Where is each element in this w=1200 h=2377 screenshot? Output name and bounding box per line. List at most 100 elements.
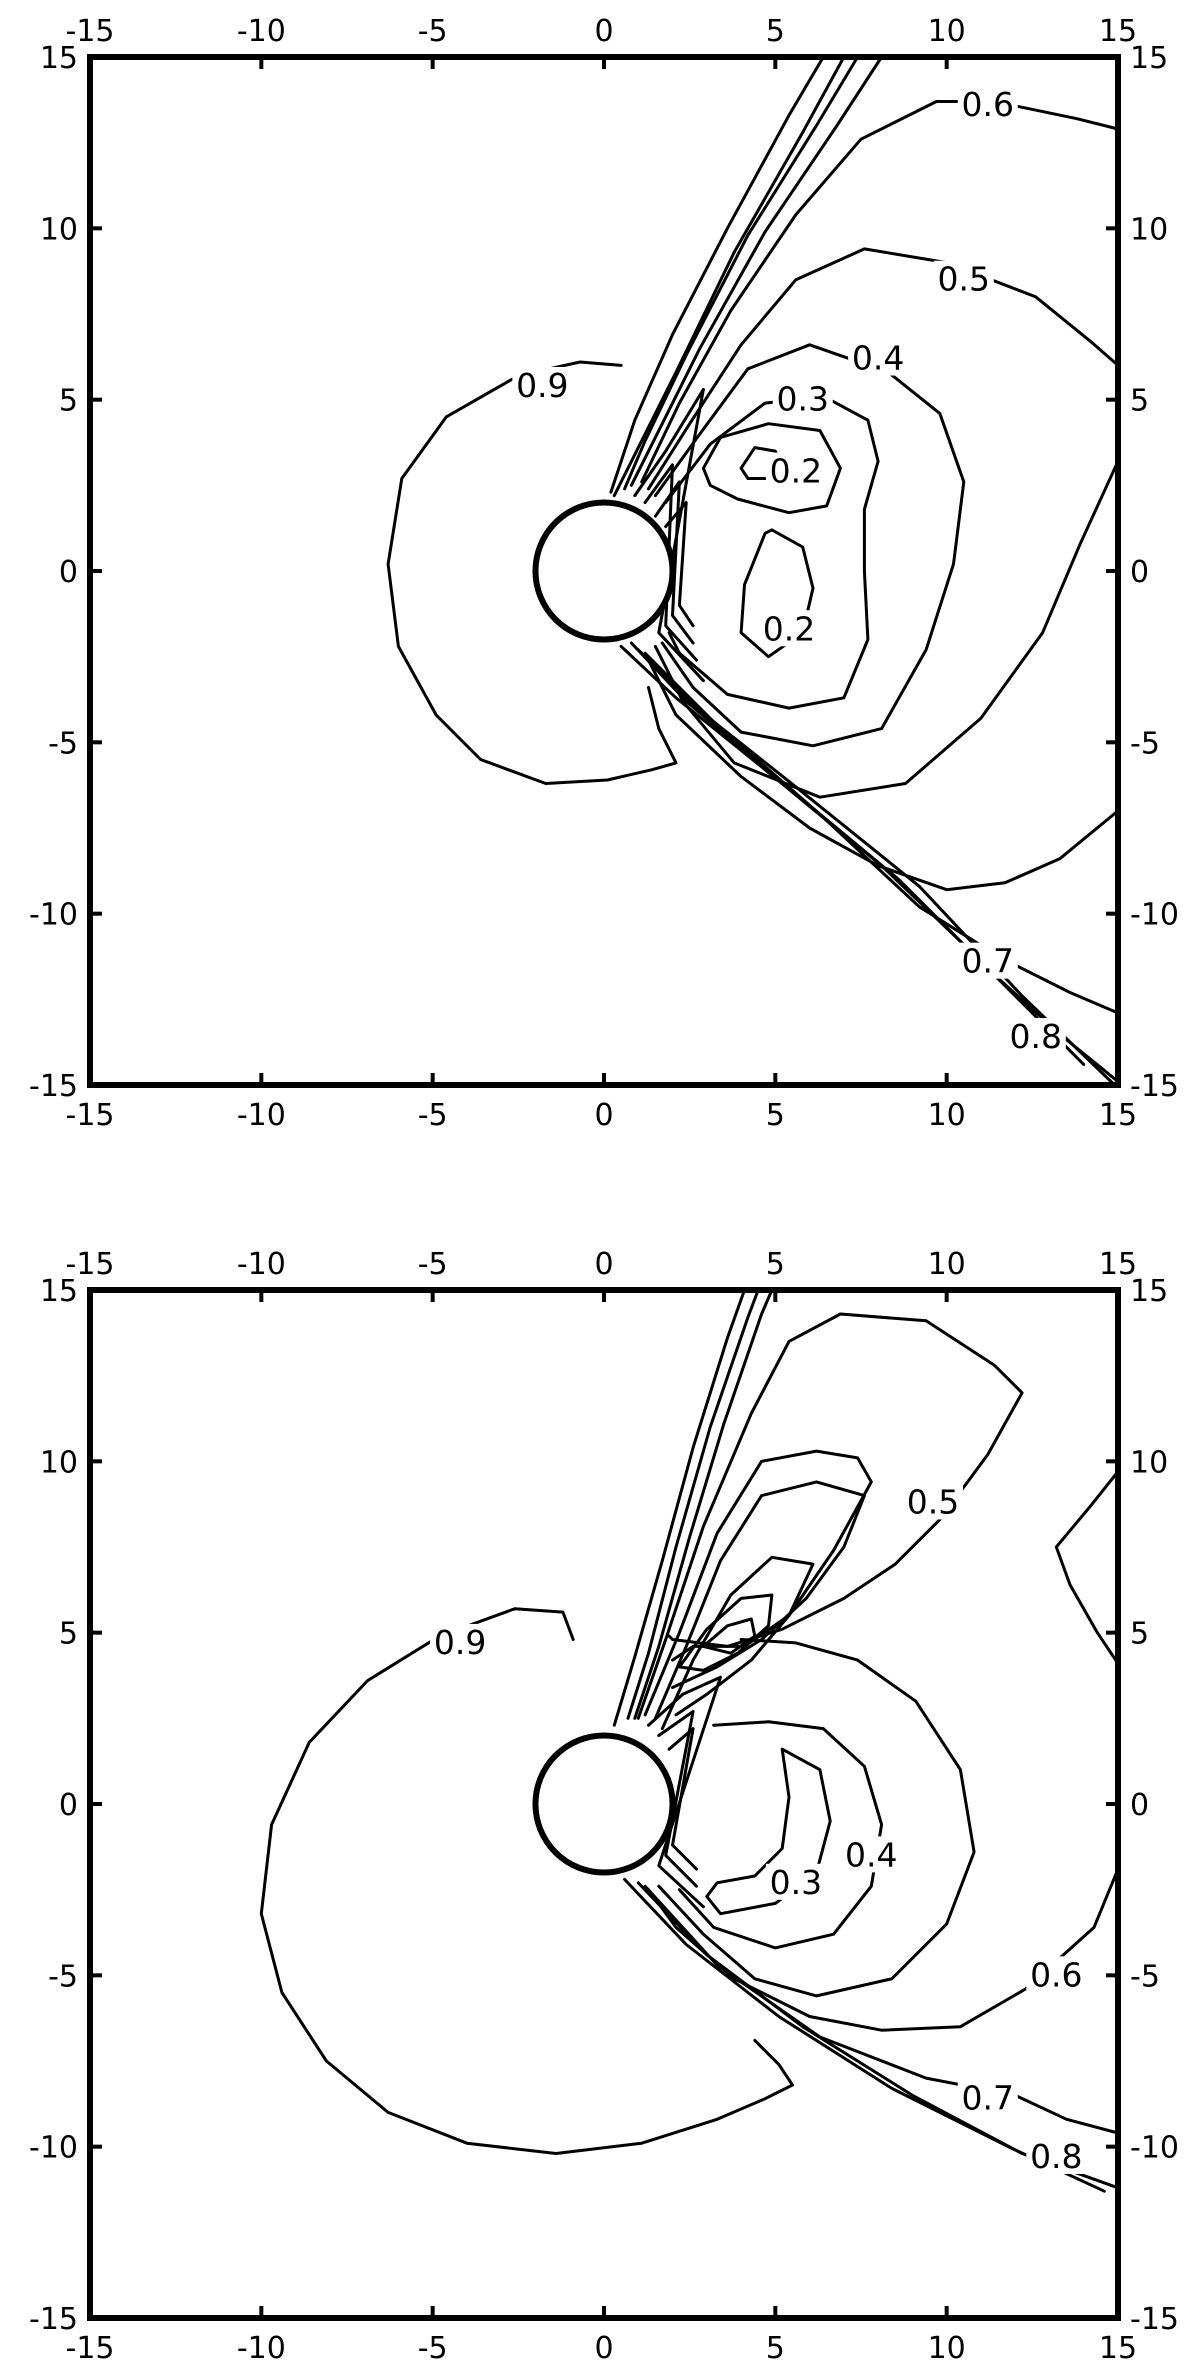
contour-panel-2: 0.90.80.70.60.50.40.3-15-15-10-10-5-5005… [29, 1247, 1179, 2366]
x-tick-label-bottom: 10 [928, 1098, 966, 1133]
x-tick-label-bottom: 0 [594, 2331, 613, 2366]
contour-label-bg [765, 1863, 826, 1900]
x-tick-label-top: -10 [237, 1247, 286, 1282]
contour-label-bg [512, 366, 573, 403]
y-tick-label-left: -15 [29, 2302, 78, 2337]
contour-label-0.6: 0.6 [1030, 1955, 1082, 1994]
x-tick-label-bottom: 15 [1099, 2331, 1137, 2366]
contour-label-bg [848, 339, 909, 376]
y-tick-label-left: 15 [40, 1274, 78, 1309]
y-tick-label-left: -10 [29, 2131, 78, 2166]
contour-label-bg [1026, 2137, 1087, 2174]
x-tick-label-top: 15 [1099, 1247, 1137, 1282]
y-tick-label-right: 0 [1130, 1788, 1149, 1823]
contour-line-0.55-12 [667, 1727, 698, 1871]
y-tick-label-left: 10 [40, 212, 78, 247]
contour-line-0.4-5 [653, 343, 966, 748]
contour-line-0.75-12 [633, 387, 705, 683]
contour-label-0.9: 0.9 [434, 1623, 486, 1662]
contour-label-0.6: 0.6 [962, 85, 1014, 124]
x-tick-label-top: 5 [766, 1247, 785, 1282]
x-tick-label-bottom: 10 [928, 2331, 966, 2366]
y-tick-label-right: 5 [1130, 384, 1149, 419]
x-tick-label-bottom: 5 [766, 1098, 785, 1133]
y-tick-label-right: 10 [1130, 212, 1168, 247]
contour-label-0.4: 0.4 [845, 1835, 897, 1874]
contour-line-0.2-7 [677, 1593, 774, 1672]
contour-label-0.5: 0.5 [938, 260, 990, 299]
x-tick-label-top: 10 [928, 14, 966, 49]
contour-label-0.3: 0.3 [777, 380, 829, 419]
x-tick-label-top: 15 [1099, 14, 1137, 49]
x-tick-label-bottom: -5 [418, 1098, 448, 1133]
contour-line-0.55-14 [653, 480, 695, 645]
y-tick-label-right: 5 [1130, 1617, 1149, 1652]
x-tick-label-top: 0 [594, 14, 613, 49]
y-tick-label-right: 0 [1130, 555, 1149, 590]
contour-label-0.2: 0.2 [770, 452, 822, 491]
contour-line-0.65-11 [657, 1710, 698, 1888]
y-tick-label-right: 10 [1130, 1445, 1168, 1480]
contour-line-0.3-6 [660, 1555, 832, 1916]
y-tick-label-right: -10 [1130, 2131, 1179, 2166]
y-tick-label-right: -5 [1130, 726, 1160, 761]
y-tick-label-left: -5 [48, 1959, 78, 1994]
contour-line-0.8-1 [623, 55, 1117, 1087]
x-tick-label-bottom: -10 [237, 2331, 286, 2366]
contour-panel-1: 0.90.80.70.60.50.40.30.20.2-15-15-10-10-… [29, 14, 1179, 1133]
contour-line-0.6-3 [640, 100, 1120, 892]
y-tick-label-left: -10 [29, 898, 78, 933]
y-tick-label-left: 0 [59, 555, 78, 590]
obstacle-circle [532, 1732, 676, 1876]
x-tick-label-top: 10 [928, 1247, 966, 1282]
contour-label-bg [957, 85, 1018, 122]
x-tick-label-bottom: -15 [66, 1098, 115, 1133]
y-tick-label-left: 15 [40, 41, 78, 76]
contour-line-0.85-11 [612, 55, 1120, 1084]
contour-label-0.3: 0.3 [770, 1863, 822, 1902]
y-tick-label-right: -15 [1130, 1069, 1179, 1104]
contour-line-0.3-6 [664, 394, 880, 710]
y-tick-label-left: 0 [59, 1788, 78, 1823]
contour-line-0.5-4 [643, 1449, 976, 1998]
x-tick-label-top: 0 [594, 1247, 613, 1282]
contour-label-0.5: 0.5 [907, 1482, 959, 1521]
y-tick-label-right: -10 [1130, 898, 1179, 933]
contour-line-0.6-3 [636, 1312, 1120, 2032]
y-tick-label-left: 10 [40, 1445, 78, 1480]
contour-label-0.7: 0.7 [962, 942, 1014, 981]
contour-label-bg [1005, 1018, 1066, 1055]
x-tick-label-top: -5 [418, 1247, 448, 1282]
contour-label-bg [765, 452, 826, 489]
x-tick-label-bottom: 5 [766, 2331, 785, 2366]
x-tick-label-bottom: -10 [237, 1098, 286, 1133]
contour-line-0.75-10 [647, 1675, 722, 1909]
x-tick-label-top: -10 [237, 14, 286, 49]
x-tick-label-bottom: -5 [418, 2331, 448, 2366]
y-tick-label-right: 15 [1130, 1274, 1168, 1309]
contour-line-0.9-0 [386, 360, 678, 785]
contour-label-bg [902, 1483, 963, 1520]
contour-label-0.4: 0.4 [852, 339, 904, 378]
y-tick-label-right: -15 [1130, 2302, 1179, 2337]
y-tick-label-right: 15 [1130, 41, 1168, 76]
contour-label-bg [957, 942, 1018, 979]
contour-label-bg [430, 1623, 491, 1660]
contour-line-0.45-15 [664, 501, 695, 628]
x-tick-label-bottom: 15 [1099, 1098, 1137, 1133]
contour-label-bg [772, 380, 833, 417]
y-tick-label-right: -5 [1130, 1959, 1160, 1994]
contour-label-0.9: 0.9 [516, 366, 568, 405]
contour-line-0.5-4 [647, 247, 1120, 799]
x-tick-label-top: -5 [418, 14, 448, 49]
x-tick-label-top: -15 [66, 1247, 115, 1282]
contour-label-0.8: 0.8 [1010, 1017, 1062, 1056]
contour-label-bg [759, 610, 820, 647]
x-tick-label-bottom: 0 [594, 1098, 613, 1133]
x-tick-label-top: 5 [766, 14, 785, 49]
contour-label-bg [957, 2079, 1018, 2116]
contour-line-0.95-9 [612, 1288, 1106, 2193]
contour-line-0.7-2 [629, 55, 1120, 1015]
contour-label-0.7: 0.7 [962, 2079, 1014, 2118]
